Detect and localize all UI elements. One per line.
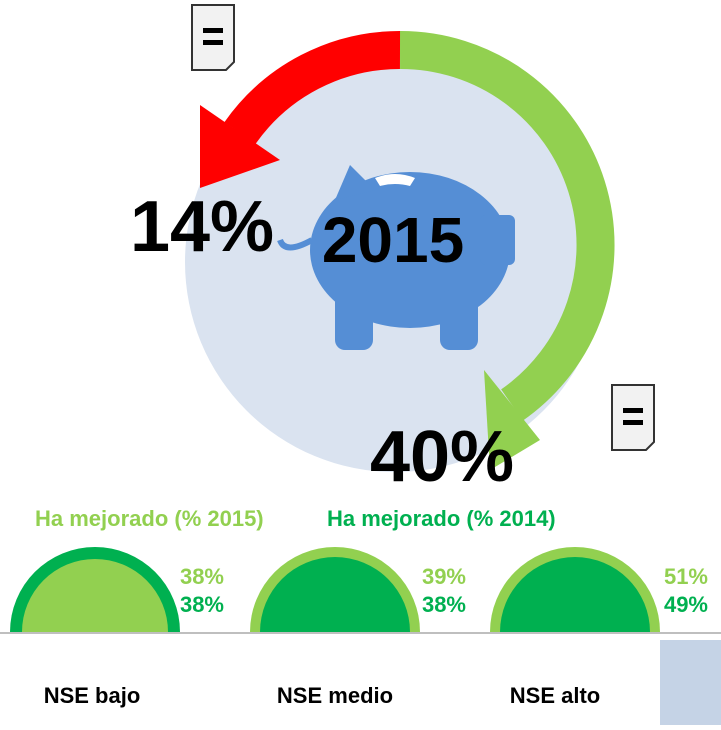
group-label: NSE bajo xyxy=(44,683,141,708)
pct-2014: 49% xyxy=(664,592,708,617)
group-label: NSE medio xyxy=(277,683,393,708)
equal-doc xyxy=(612,385,654,450)
group-label: NSE alto xyxy=(510,683,600,708)
pct-2015: 51% xyxy=(664,564,708,589)
legend-2015: Ha mejorado (% 2015) xyxy=(35,506,264,531)
corner-decoration xyxy=(660,640,721,725)
pct-2014: 38% xyxy=(180,592,224,617)
pct-2014: 38% xyxy=(422,592,466,617)
pct-2015: 39% xyxy=(422,564,466,589)
improved-value: 40% xyxy=(370,417,514,497)
equal-doc xyxy=(192,5,234,70)
center-year: 2015 xyxy=(322,204,464,276)
infographic: 2015 14% 40% Ha mejorado (% 2015) Ha mej… xyxy=(0,0,721,725)
pct-2015: 38% xyxy=(180,564,224,589)
legend-2014: Ha mejorado (% 2014) xyxy=(327,506,556,531)
worsened-value: 14% xyxy=(130,187,274,267)
